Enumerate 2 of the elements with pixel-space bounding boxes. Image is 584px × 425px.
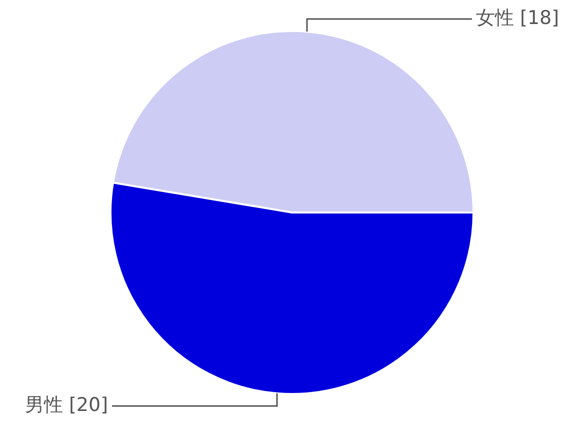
slice-label: 男性 [20] [24,394,108,416]
slice-label: 女性 [18] [476,6,560,29]
